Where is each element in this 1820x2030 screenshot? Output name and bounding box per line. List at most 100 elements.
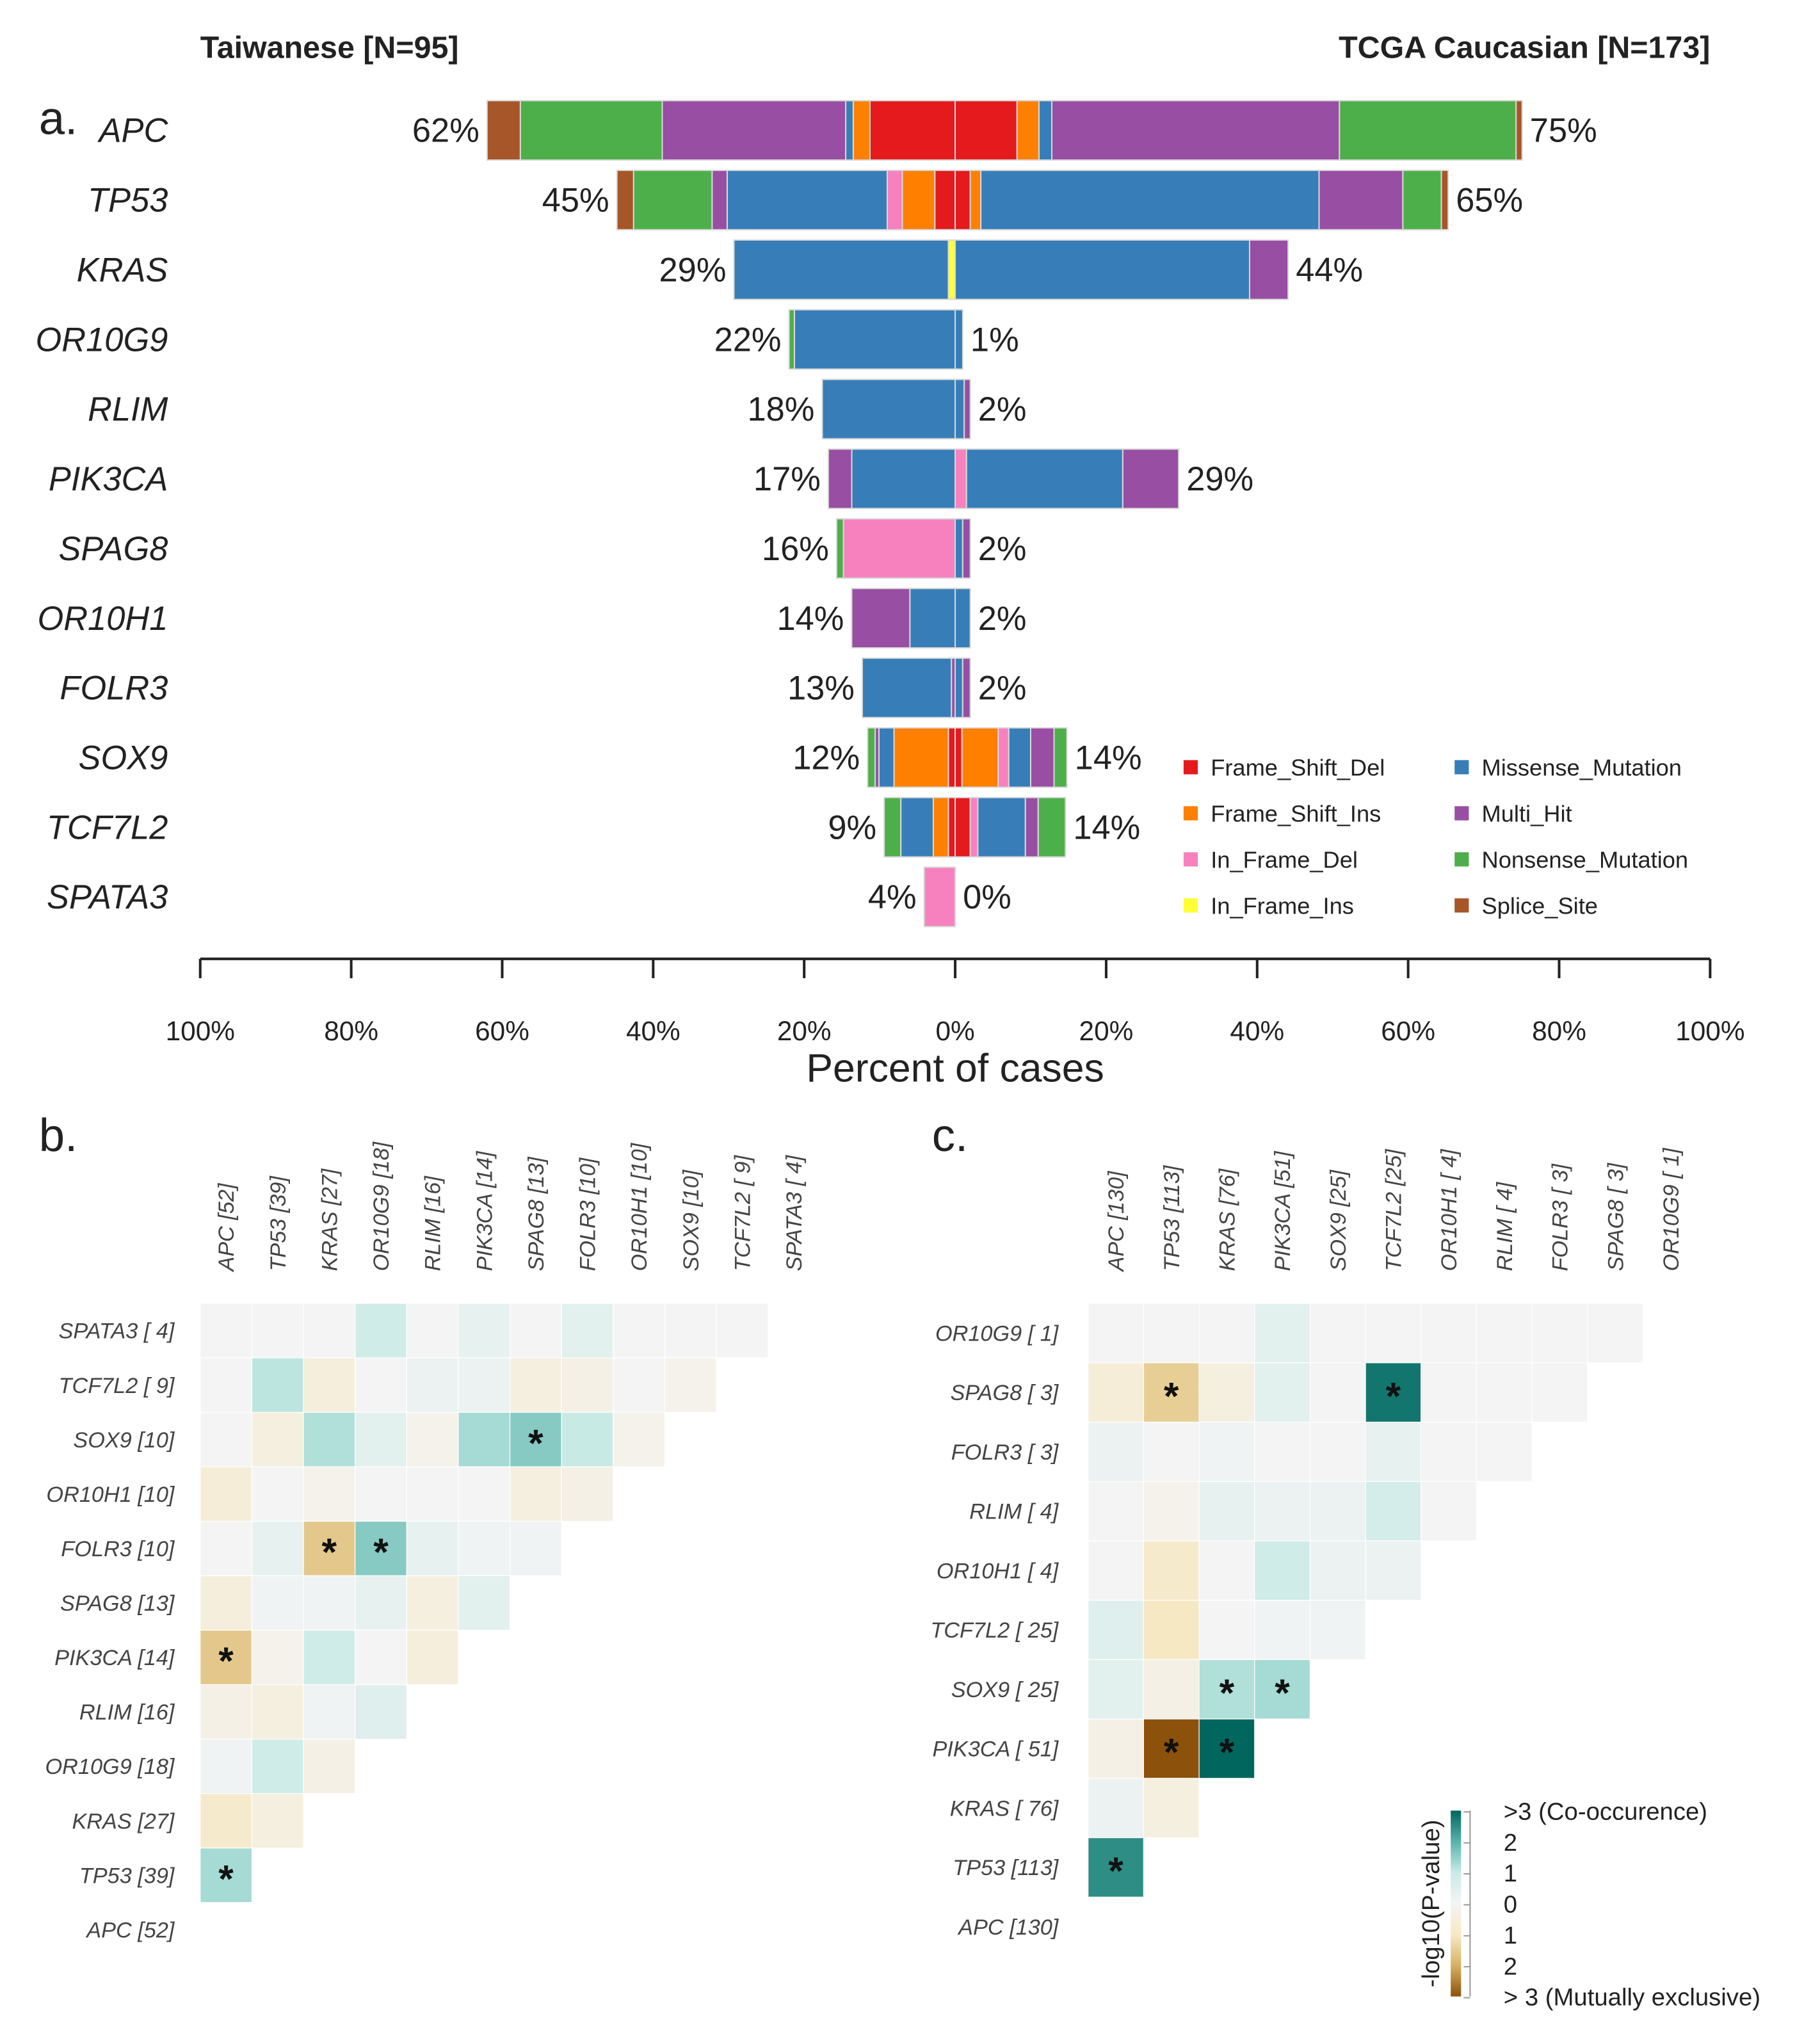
heatmap-cell — [1143, 1659, 1200, 1720]
heatmap-cell — [1365, 1540, 1422, 1601]
percent-label-left: 9% — [828, 809, 876, 846]
column-label: OR10G9 [ 1] — [1659, 1147, 1684, 1271]
heatmap-cell — [251, 1520, 304, 1577]
heatmap-cell — [406, 1357, 459, 1413]
row-label: SPATA3 [ 4] — [59, 1319, 175, 1344]
significance-star: * — [1220, 1730, 1235, 1774]
heatmap-cell — [1198, 1659, 1255, 1720]
heatmap-cell — [561, 1466, 614, 1522]
legend-label: In_Frame_Del — [1211, 846, 1358, 873]
gene-label: OR10G9 — [36, 321, 168, 358]
row-label: TP53 [113] — [953, 1856, 1059, 1880]
colorbar-label: > 3 (Mutually exclusive) — [1504, 1984, 1760, 2011]
heatmap-cell — [200, 1739, 252, 1794]
bar-segment-right — [1339, 100, 1517, 161]
colorbar-label: 2 — [1504, 1953, 1517, 1980]
bar-segment-left — [909, 588, 956, 648]
bar-segment-left — [616, 170, 634, 230]
bar-segment-left — [947, 239, 956, 300]
gene-label: TP53 — [88, 182, 168, 220]
percent-label-left: 14% — [777, 600, 844, 638]
heatmap-cell — [1587, 1303, 1644, 1364]
bar-segment-right — [954, 518, 963, 579]
percent-label-right: 75% — [1530, 113, 1597, 150]
bar-segment-right — [977, 796, 1026, 858]
x-axis-label: Percent of cases — [806, 1045, 1104, 1090]
bar-segment-right — [1515, 100, 1523, 161]
bar-segment-left — [842, 518, 956, 579]
heatmap-cell — [1143, 1778, 1200, 1839]
heatmap-cell — [200, 1357, 252, 1413]
heatmap-cell — [613, 1357, 666, 1413]
heatmap-cell — [355, 1466, 407, 1522]
bar-segment-left — [869, 100, 956, 161]
heatmap-cell — [251, 1739, 304, 1794]
percent-label-left: 18% — [748, 391, 815, 428]
heatmap-cell — [303, 1739, 356, 1794]
legend-label: Multi_Hit — [1482, 801, 1572, 827]
legend-label: Splice_Site — [1482, 892, 1598, 919]
bar-segment-left — [934, 170, 956, 230]
heatmap-cell — [613, 1303, 666, 1358]
percent-label-right: 2% — [978, 670, 1027, 707]
colorbar-label: 1 — [1504, 1860, 1517, 1887]
bar-segment-right — [954, 657, 963, 718]
heatmap-cell — [1476, 1303, 1533, 1364]
colorbar-title: -log10(P-value) — [1417, 1820, 1445, 1988]
x-tick-label: 100% — [1675, 1016, 1744, 1046]
bar-segment-right — [1402, 170, 1442, 230]
percent-label-right: 2% — [978, 531, 1027, 568]
legend-label: Missense_Mutation — [1482, 755, 1682, 781]
x-tick-label: 40% — [1230, 1016, 1284, 1046]
heatmap-cell — [251, 1793, 304, 1849]
heatmap-cell — [251, 1629, 304, 1686]
gene-label: TCF7L2 — [47, 809, 168, 846]
heatmap-cell — [1088, 1540, 1144, 1601]
bar-segment-right — [997, 727, 1010, 788]
bar-segment-right — [954, 796, 971, 858]
heatmap-cell — [251, 1466, 304, 1522]
bar-segment-left — [835, 518, 844, 579]
bar-segment-right — [962, 657, 971, 718]
percent-label-right: 1% — [970, 321, 1019, 358]
heatmap-cell — [1254, 1659, 1311, 1720]
bar-segment-right — [1038, 100, 1053, 161]
bar-segment-left — [821, 378, 956, 440]
bar-segment-right — [954, 100, 1018, 161]
row-label: KRAS [ 76] — [950, 1796, 1059, 1821]
gene-label: KRAS — [77, 252, 168, 289]
heatmap-cell — [406, 1629, 459, 1686]
x-tick-label: 40% — [626, 1016, 680, 1046]
heatmap-cell — [1365, 1421, 1422, 1482]
column-label: SPATA3 [ 4] — [782, 1154, 807, 1271]
heatmap-cell — [200, 1793, 252, 1849]
heatmap-cell — [251, 1412, 304, 1467]
heatmap-cell — [1309, 1600, 1366, 1661]
column-label: SPAG8 [ 3] — [1604, 1162, 1628, 1271]
legend-swatch — [1454, 806, 1469, 821]
row-label: SOX9 [10] — [73, 1428, 175, 1453]
heatmap-cell — [458, 1303, 511, 1358]
column-label: APC [130] — [1104, 1170, 1129, 1273]
colorbar-label: 0 — [1504, 1891, 1517, 1919]
percent-label-right: 14% — [1073, 809, 1140, 846]
gene-label: SOX9 — [79, 739, 168, 777]
bar-segment-right — [954, 309, 963, 370]
row-label: TCF7L2 [ 25] — [930, 1618, 1059, 1643]
heatmap-cell — [355, 1629, 407, 1686]
cohort-header-right: TCGA Caucasian [N=173] — [1339, 31, 1710, 65]
bar-segment-right — [962, 518, 971, 579]
bar-segment-left — [947, 796, 956, 858]
heatmap-cell — [458, 1466, 511, 1522]
heatmap-cell — [251, 1357, 304, 1413]
column-label: RLIM [ 4] — [1493, 1181, 1517, 1271]
heatmap-cell — [200, 1412, 252, 1467]
heatmap-cell — [1143, 1540, 1200, 1601]
bar-segment-left — [932, 796, 949, 858]
x-tick-label: 0% — [935, 1016, 974, 1046]
heatmap-cell — [251, 1303, 304, 1358]
heatmap-cell — [1088, 1481, 1144, 1542]
column-label: TCF7L2 [25] — [1382, 1148, 1406, 1271]
heatmap-cell — [561, 1412, 614, 1467]
